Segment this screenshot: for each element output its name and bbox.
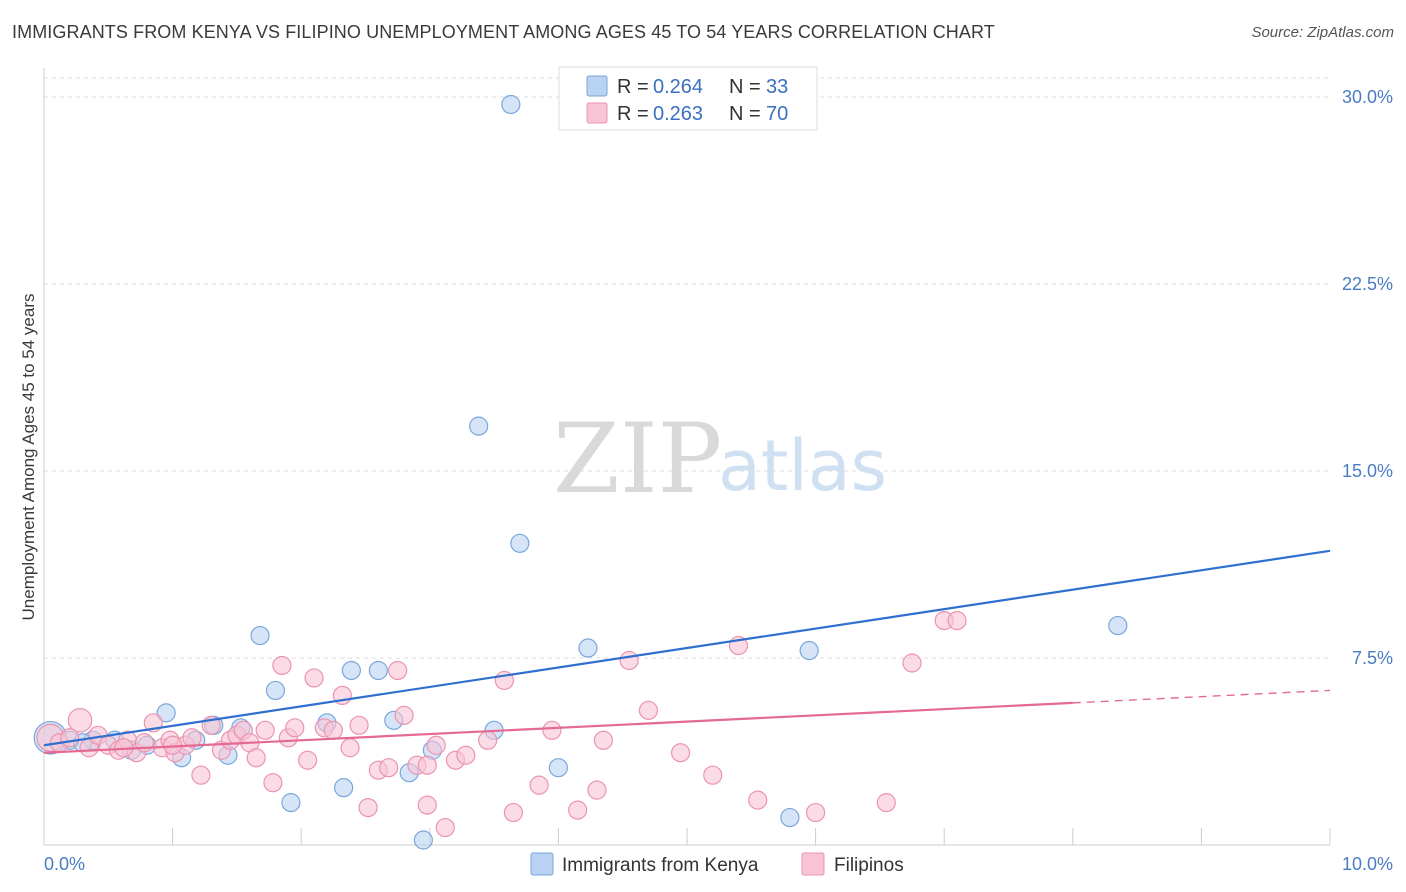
legend-r-label-kenya: R = xyxy=(617,76,649,98)
x-tick-label-0: 0.0% xyxy=(44,854,85,874)
filipino-point-29 xyxy=(285,718,305,738)
kenya-point-27 xyxy=(548,758,569,778)
kenya-point-25 xyxy=(501,94,521,115)
filipino-point-26 xyxy=(263,773,283,793)
filipino-point-64 xyxy=(902,653,922,673)
legend-n-label-kenya: N = xyxy=(729,76,761,98)
filipino-point-53 xyxy=(568,800,588,820)
x-tick-label-1: 10.0% xyxy=(1342,854,1393,874)
filipino-point-24 xyxy=(246,748,266,768)
bottom-legend-label-kenya: Immigrants from Kenya xyxy=(562,855,759,876)
filipino-point-61 xyxy=(748,790,768,810)
filipino-point-63 xyxy=(876,793,896,813)
watermark-atlas: atlas xyxy=(718,425,887,507)
filipino-point-3 xyxy=(67,708,93,733)
filipino-point-55 xyxy=(593,730,614,750)
legend-r-value-kenya: 0.264 xyxy=(653,76,703,98)
watermark: ZIP atlas xyxy=(553,403,887,515)
kenya-point-21 xyxy=(413,830,433,850)
filipino-point-69 xyxy=(417,755,437,775)
kenya-point-31 xyxy=(1108,615,1128,636)
filipino-point-52 xyxy=(542,720,562,740)
kenya-point-17 xyxy=(341,660,361,681)
kenya-point-6 xyxy=(156,703,176,723)
kenya-point-18 xyxy=(368,660,388,681)
filipino-point-30 xyxy=(298,750,318,770)
filipino-trend-line-dashed xyxy=(1072,689,1331,704)
kenya-point-26 xyxy=(510,533,530,553)
filipino-point-48 xyxy=(478,730,498,750)
y-tick-label-3: 30.0% xyxy=(1342,87,1393,107)
legend-n-value-kenya: 33 xyxy=(766,76,788,98)
legend-swatch-filipino xyxy=(586,102,608,124)
source-label: Source: ZipAtlas.com xyxy=(1251,24,1394,41)
filipino-point-35 xyxy=(340,738,360,758)
filipino-point-66 xyxy=(947,610,967,631)
legend-n-label-filipino: N = xyxy=(729,103,761,125)
kenya-point-23 xyxy=(469,416,489,436)
filipino-trend-line xyxy=(43,701,1073,754)
y-axis-label: Unemployment Among Ages 45 to 54 years xyxy=(19,294,38,621)
top-legend: R = 0.264 N = 33 R = 0.263 N = 70 xyxy=(558,66,818,131)
watermark-zip: ZIP xyxy=(553,403,722,515)
y-tick-label-1: 15.0% xyxy=(1342,461,1393,481)
trend-lines xyxy=(43,549,1331,754)
filipino-point-47 xyxy=(456,745,476,765)
filipino-point-27 xyxy=(272,655,292,676)
legend-r-label-filipino: R = xyxy=(617,103,649,125)
filipino-point-36 xyxy=(349,715,369,735)
filipino-point-56 xyxy=(619,650,639,671)
filipino-point-54 xyxy=(587,780,607,800)
kenya-point-28 xyxy=(578,638,598,658)
kenya-point-16 xyxy=(334,778,354,798)
filipino-point-50 xyxy=(503,802,523,823)
filipino-point-59 xyxy=(703,765,723,785)
filipino-point-40 xyxy=(388,660,408,681)
y-tick-label-2: 22.5% xyxy=(1342,274,1393,294)
filipino-point-39 xyxy=(379,758,399,778)
filipino-point-41 xyxy=(394,705,414,725)
filipino-point-58 xyxy=(670,743,691,763)
filipino-point-37 xyxy=(358,797,378,818)
chart-title: IMMIGRANTS FROM KENYA VS FILIPINO UNEMPL… xyxy=(12,22,995,42)
kenya-point-14 xyxy=(281,793,301,813)
kenya-point-12 xyxy=(250,625,270,646)
axes xyxy=(43,68,1331,846)
filipino-point-57 xyxy=(638,700,659,720)
filipino-point-16 xyxy=(182,728,202,748)
filipino-point-43 xyxy=(417,795,437,815)
legend-swatch-kenya xyxy=(586,75,608,97)
bottom-legend-swatch-filipino xyxy=(801,852,825,876)
kenya-point-29 xyxy=(799,640,819,661)
kenya-point-30 xyxy=(780,807,800,828)
filipino-point-31 xyxy=(304,668,324,688)
filipino-point-45 xyxy=(435,817,455,838)
filipino-point-33 xyxy=(323,720,343,740)
filipino-point-44 xyxy=(426,735,446,755)
filipino-point-62 xyxy=(805,802,826,823)
bottom-legend-label-filipino: Filipinos xyxy=(834,855,904,876)
bottom-legend-swatch-kenya xyxy=(530,852,554,876)
y-tick-label-0: 7.5% xyxy=(1352,648,1393,668)
x-tick-labels: 0.0% 10.0% xyxy=(44,854,1393,874)
filipino-points xyxy=(36,610,967,838)
kenya-trend-line xyxy=(43,549,1331,747)
filipino-point-51 xyxy=(529,775,549,795)
y-tick-labels: 7.5% 15.0% 22.5% 30.0% xyxy=(1342,87,1393,668)
filipino-point-17 xyxy=(191,765,211,785)
legend-r-value-filipino: 0.263 xyxy=(653,103,703,125)
filipino-point-25 xyxy=(255,720,275,740)
grid-lines xyxy=(44,77,1330,659)
legend-n-value-filipino: 70 xyxy=(766,103,788,125)
kenya-point-13 xyxy=(265,680,286,701)
bottom-legend: Immigrants from Kenya Filipinos xyxy=(530,852,904,876)
